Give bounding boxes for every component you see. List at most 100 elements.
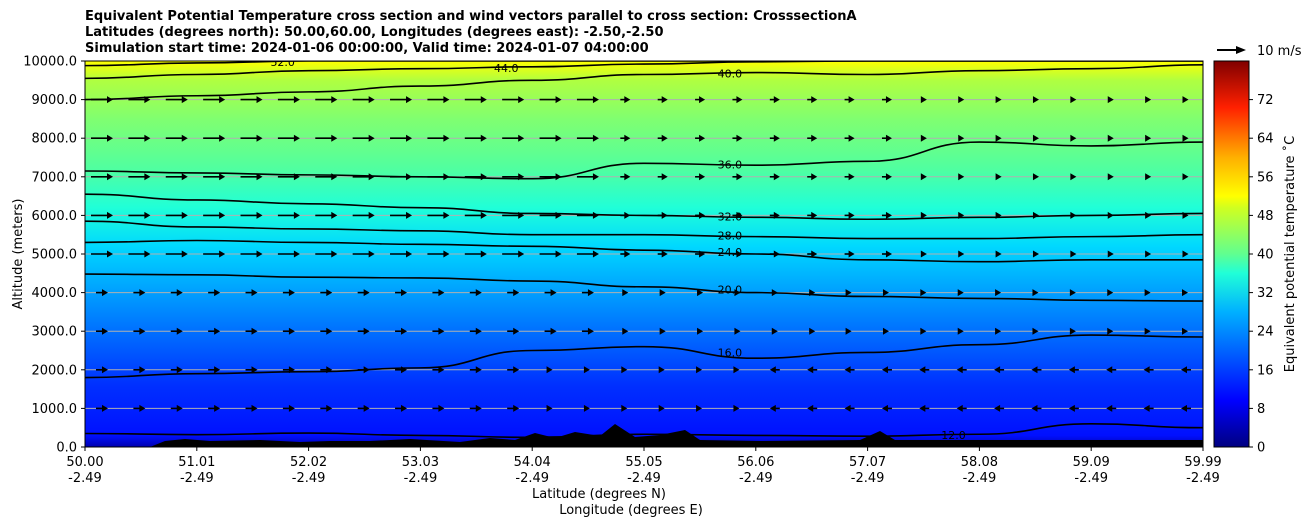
- wind-vector: [464, 96, 487, 104]
- wind-vector: [957, 289, 964, 297]
- wind-vector: [245, 327, 258, 335]
- wind-vector: [427, 173, 450, 181]
- wind-vector: [695, 96, 706, 104]
- x-tick-label-lat: 54.04: [514, 455, 551, 470]
- wind-vector: [771, 289, 778, 297]
- wind-vector: [432, 327, 445, 335]
- wind-vector: [734, 289, 741, 297]
- contour-line: [85, 141, 1203, 180]
- wind-vector: [507, 327, 520, 335]
- wind-vector: [1182, 327, 1188, 335]
- wind-vector: [315, 134, 338, 142]
- wind-vector: [958, 134, 965, 142]
- quiver-key: 10 m/s: [1217, 44, 1302, 59]
- wind-vector: [620, 134, 631, 142]
- wind-vector: [1107, 134, 1114, 142]
- chart-title-line-1: Equivalent Potential Temperature cross s…: [85, 9, 857, 24]
- wind-vector: [165, 250, 188, 258]
- colorbar-tick-label: 64: [1257, 132, 1274, 147]
- wind-vector: [657, 173, 668, 181]
- wind-vector: [502, 134, 525, 142]
- wind-vector: [282, 327, 295, 335]
- wind-vector: [696, 366, 703, 374]
- wind-vector: [769, 211, 780, 219]
- wind-vector: [395, 366, 408, 374]
- wind-vector: [539, 134, 562, 142]
- wind-vector: [995, 211, 1002, 219]
- wind-vector: [395, 404, 408, 412]
- wind-vector: [920, 289, 927, 297]
- wind-vector: [357, 327, 370, 335]
- wind-vector: [203, 250, 226, 258]
- wind-vector: [845, 289, 852, 297]
- wind-vector: [133, 366, 146, 374]
- colorbar-tick-label: 32: [1257, 286, 1274, 301]
- wind-vector: [995, 289, 1002, 297]
- wind-vector: [469, 366, 482, 374]
- wind-vector: [208, 327, 221, 335]
- wind-vector: [502, 211, 525, 219]
- wind-vector: [507, 289, 520, 297]
- wind-vector: [657, 250, 668, 258]
- wind-vector: [539, 250, 562, 258]
- wind-vector: [1032, 327, 1039, 335]
- wind-vector: [920, 173, 927, 181]
- wind-vector: [427, 134, 450, 142]
- wind-vector: [546, 366, 553, 374]
- wind-vector: [320, 327, 333, 335]
- wind-vector: [734, 327, 741, 335]
- wind-vector: [133, 404, 146, 412]
- wind-vector: [844, 250, 855, 258]
- contour-line: [85, 193, 1203, 221]
- x-tick-label-lat: 56.06: [737, 455, 774, 470]
- wind-vector: [208, 404, 221, 412]
- wind-vector: [464, 211, 487, 219]
- wind-vector: [128, 250, 151, 258]
- wind-vector: [695, 134, 706, 142]
- wind-vector: [245, 289, 258, 297]
- wind-vector: [427, 211, 450, 219]
- chart-title-line-3: Simulation start time: 2024-01-06 00:00:…: [85, 41, 649, 56]
- x-tick-label-lon: -2.49: [627, 471, 661, 486]
- wind-vector: [769, 404, 780, 412]
- contour-label: 24.0: [718, 246, 743, 259]
- wind-vector: [807, 96, 818, 104]
- colorbar-tick-label: 48: [1257, 209, 1274, 224]
- wind-vector: [315, 211, 338, 219]
- wind-vector: [539, 211, 562, 219]
- y-tick-label: 3000.0: [32, 325, 78, 340]
- quiver-key-label: 10 m/s: [1257, 44, 1302, 59]
- colorbar-tick-label: 16: [1257, 363, 1274, 378]
- wind-vector: [91, 173, 113, 181]
- wind-vector: [995, 173, 1002, 181]
- wind-vector: [882, 289, 889, 297]
- contour-label: 28.0: [718, 230, 743, 243]
- wind-vector: [502, 250, 525, 258]
- wind-vector: [995, 327, 1002, 335]
- contour-line: [85, 64, 1203, 101]
- wind-vector: [733, 404, 740, 412]
- wind-vector: [315, 250, 338, 258]
- wind-vector: [128, 211, 151, 219]
- x-tick-label-lat: 51.01: [178, 455, 215, 470]
- contour-line: [85, 61, 1203, 80]
- x-tick-label-lon: -2.49: [180, 471, 214, 486]
- contour-line: [85, 334, 1203, 379]
- wind-vector: [994, 404, 1005, 412]
- x-tick-label-lon: -2.49: [1186, 471, 1220, 486]
- wind-vector: [282, 404, 295, 412]
- wind-vector: [657, 96, 668, 104]
- wind-vector: [845, 327, 852, 335]
- colorbar: [1213, 60, 1250, 448]
- wind-vector: [357, 404, 370, 412]
- x-tick-label-lon: -2.49: [68, 471, 102, 486]
- colorbar-label: Equivalent potential temperature ˚C: [1282, 136, 1298, 372]
- wind-vector: [240, 211, 263, 219]
- wind-vector: [769, 173, 780, 181]
- wind-vector: [995, 96, 1002, 104]
- wind-vector: [769, 134, 780, 142]
- wind-vector: [390, 134, 413, 142]
- wind-vector: [320, 404, 333, 412]
- wind-vector: [133, 327, 146, 335]
- wind-vector: [240, 134, 263, 142]
